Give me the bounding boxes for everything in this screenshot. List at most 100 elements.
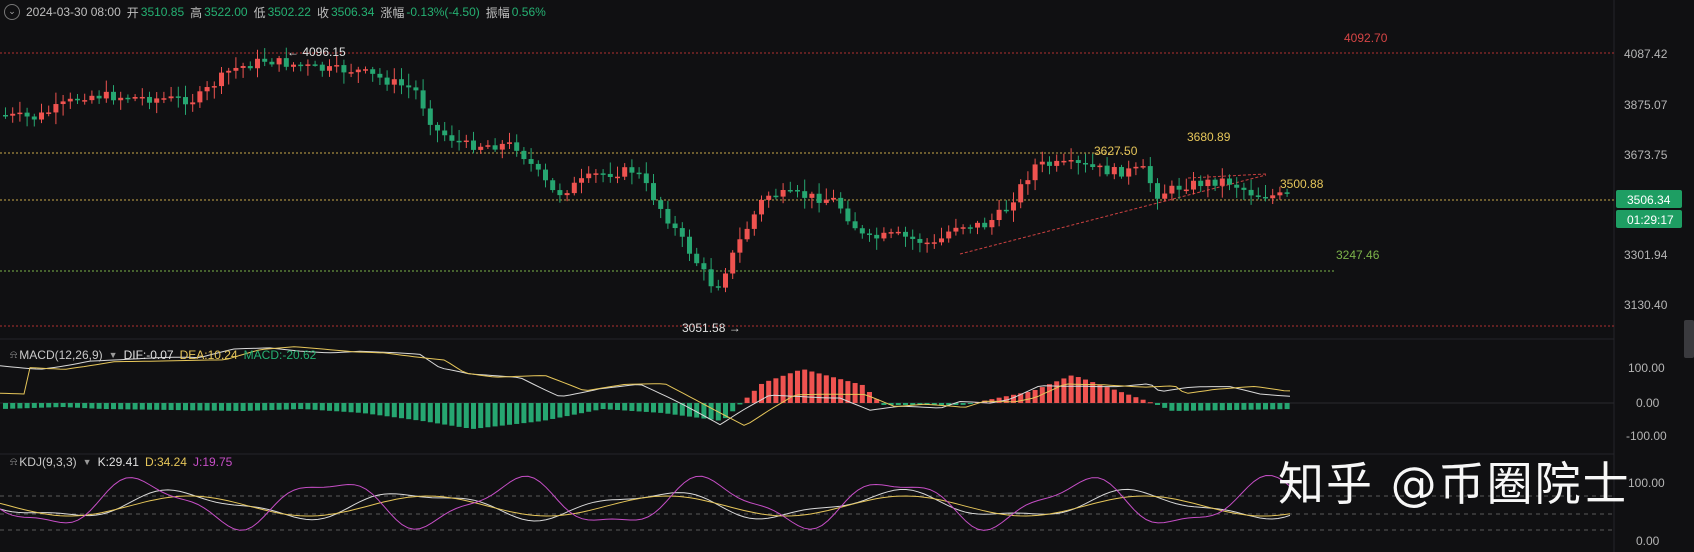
macd-bar [1183, 403, 1189, 411]
trendline-lower [959, 174, 1267, 255]
macd-bar [449, 403, 455, 426]
macd-bar [175, 403, 181, 411]
kdj-d-line [0, 495, 1291, 517]
macd-bar [1090, 382, 1096, 403]
candle-body [1140, 166, 1146, 168]
bell-icon[interactable]: ⍾ [10, 348, 18, 361]
kdj-j-value: J:19.75 [192, 455, 233, 469]
candle-body [1183, 189, 1189, 192]
macd-bar [406, 403, 412, 420]
macd-bar [1133, 397, 1139, 403]
candle-body [1219, 178, 1225, 186]
candle-body [816, 193, 822, 203]
candle-body [766, 195, 772, 200]
candle-body [593, 173, 599, 175]
candle-body [571, 182, 577, 194]
candle-body [204, 87, 210, 92]
candle-body [449, 135, 455, 141]
macd-bar [931, 403, 937, 405]
candle-body [298, 64, 304, 67]
macd-bar [679, 403, 685, 416]
candle-body [737, 239, 743, 253]
macd-bar [996, 397, 1002, 403]
candle-body [910, 236, 916, 239]
macd-bar [327, 403, 332, 411]
candle-body [967, 227, 973, 229]
candle-body [233, 67, 239, 71]
candle-body [859, 228, 865, 234]
annotation-4092: 4092.70 [1344, 31, 1388, 45]
candle-body [471, 140, 476, 150]
candle-body [370, 69, 376, 74]
macd-bar [161, 403, 167, 410]
panel-resize-handle[interactable] [1684, 320, 1694, 358]
macd-tick-label: 100.00 [1628, 361, 1665, 375]
candle-body [226, 70, 232, 73]
candle-body [600, 173, 606, 175]
candle-body [687, 236, 692, 254]
candle-body [1176, 185, 1182, 190]
macd-bar [89, 403, 95, 409]
candle-body [147, 96, 152, 103]
macd-bar [399, 403, 404, 419]
kdj-d-value: D:34.24 [144, 455, 187, 469]
candle-body [643, 173, 649, 184]
macd-bar [557, 403, 563, 418]
high-label: 高 [190, 5, 203, 20]
macd-bar [471, 403, 476, 429]
candle-body [759, 199, 764, 215]
candle-body [989, 220, 995, 228]
indicator-dropdown-icon[interactable]: ▼ [108, 350, 118, 360]
macd-bar [96, 403, 102, 409]
macd-bar [802, 369, 808, 403]
macd-bar [665, 403, 671, 414]
macd-bar [1068, 375, 1074, 403]
macd-bar [579, 403, 584, 414]
macd-bar [1140, 399, 1146, 403]
candle-body [355, 69, 361, 73]
macd-bar [946, 403, 952, 405]
annotation-3051: 3051.58 → [682, 321, 741, 335]
macd-bar [687, 403, 692, 417]
price-tick-label: 3130.40 [1624, 298, 1668, 312]
candle-body [327, 66, 332, 71]
candle-body [499, 143, 505, 150]
macd-bar [1018, 393, 1024, 403]
candle-body [953, 227, 959, 232]
candle-body [1111, 167, 1117, 175]
macd-bar [1126, 394, 1132, 403]
candle-body [435, 124, 440, 131]
kdj-indicator-name[interactable]: KDJ(9,3,3) [19, 455, 77, 469]
macd-bar [773, 378, 779, 403]
candle-body [787, 190, 793, 192]
candle-body [1198, 180, 1204, 187]
macd-indicator-name[interactable]: MACD(12,26,9) [19, 348, 103, 362]
candle-body [679, 228, 685, 237]
bell-icon[interactable]: ⍾ [10, 455, 18, 468]
macd-bar [967, 403, 973, 404]
candle-body [1277, 192, 1283, 196]
candle-body [579, 178, 584, 183]
indicator-dropdown-icon[interactable]: ▼ [82, 457, 92, 467]
macd-bar [190, 403, 196, 411]
candle-body [1003, 209, 1009, 212]
candle-body [550, 180, 556, 191]
macd-bar [312, 403, 318, 410]
annotation-4096: ← 4096.15 [287, 45, 346, 59]
candle-body [283, 58, 289, 67]
candle-body [247, 66, 253, 69]
candle-body [672, 223, 678, 229]
candle-body [996, 209, 1002, 221]
collapse-chevron-icon[interactable]: ⌄ [4, 4, 20, 20]
macd-bar [953, 403, 959, 405]
candle-body [67, 98, 73, 102]
candle-body [852, 221, 858, 229]
macd-bar [1054, 381, 1060, 403]
macd-bar [795, 370, 800, 403]
candle-body [924, 242, 930, 245]
candle-body [622, 167, 628, 177]
macd-bar [838, 379, 844, 403]
candle-body [3, 115, 8, 117]
